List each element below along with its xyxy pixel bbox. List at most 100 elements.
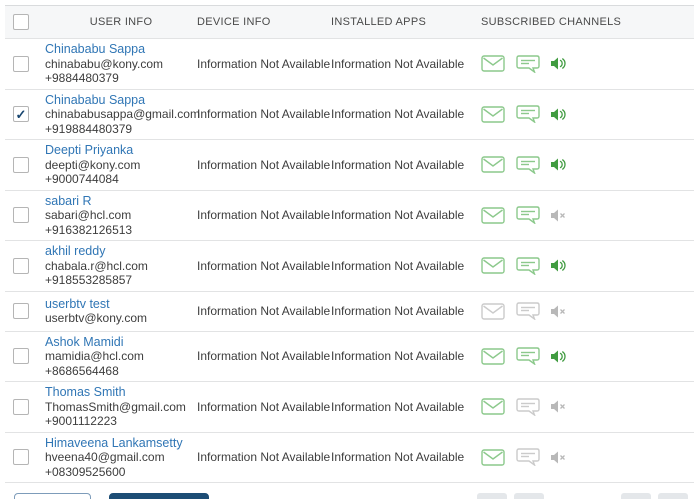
user-phone: +9884480379 (45, 71, 119, 85)
email-channel-icon (481, 55, 505, 72)
pagination: « ‹ 1 - 9 of 9 › » (476, 493, 688, 499)
select-all-checkbox[interactable] (13, 14, 29, 30)
user-email: mamidia@hcl.com (45, 349, 144, 363)
user-name-link[interactable]: akhil reddy (45, 244, 106, 258)
installed-apps-cell: Information Not Available (331, 56, 465, 71)
column-header-installed-apps: INSTALLED APPS (331, 16, 427, 28)
user-name-link[interactable]: Deepti Priyanka (45, 143, 134, 157)
installed-apps-cell: Information Not Available (331, 304, 465, 318)
sms-channel-icon (516, 257, 540, 275)
user-email: sabari@hcl.com (45, 208, 132, 222)
user-phone: +08309525600 (45, 464, 126, 479)
email-channel-icon (481, 449, 505, 466)
installed-apps-cell: Information Not Available (331, 208, 465, 223)
sms-channel-icon (516, 302, 540, 320)
installed-apps-cell: Information Not Available (331, 399, 465, 414)
user-name-link[interactable]: Chinababu Sappa (45, 92, 146, 107)
user-email: ThomasSmith@gmail.com (45, 399, 186, 414)
user-phone: +9001112223 (45, 414, 117, 428)
pagination-first-button[interactable]: « (476, 493, 507, 499)
email-channel-icon (481, 348, 505, 365)
table-row: akhil reddy chabala.r@hcl.com +918553285… (5, 241, 694, 292)
pagination-next-button[interactable]: › (621, 493, 651, 499)
push-notification-icon (551, 451, 566, 464)
table-body: Chinababu Sappa chinababu@kony.com +9884… (5, 38, 694, 483)
row-checkbox[interactable] (13, 106, 29, 123)
device-info-cell: Information Not Available (197, 399, 331, 414)
user-name-link[interactable]: Thomas Smith (45, 385, 126, 399)
push-notification-icon (551, 108, 566, 121)
push-notification-icon (551, 259, 566, 272)
device-info-cell: Information Not Available (197, 107, 331, 122)
table-header: USER INFO DEVICE INFO INSTALLED APPS SUB… (5, 5, 694, 38)
sms-channel-icon (516, 347, 540, 366)
sms-channel-icon (516, 398, 540, 416)
email-channel-icon (481, 398, 505, 415)
sms-channel-icon (516, 55, 540, 73)
users-table: USER INFO DEVICE INFO INSTALLED APPS SUB… (5, 5, 694, 483)
row-checkbox[interactable] (13, 156, 29, 173)
table-row: Thomas Smith ThomasSmith@gmail.com +9001… (5, 382, 694, 433)
user-phone: +8686564468 (45, 363, 119, 378)
push-notification-icon (551, 209, 566, 222)
table-row: sabari R sabari@hcl.com +916382126513 In… (5, 191, 694, 241)
device-info-cell: Information Not Available (197, 157, 331, 172)
row-checkbox[interactable] (13, 257, 29, 274)
sms-channel-icon (516, 448, 540, 467)
table-row: userbtv test userbtv@kony.com Informatio… (5, 292, 694, 332)
installed-apps-cell: Information Not Available (331, 258, 465, 273)
delete-button[interactable]: DELETE (14, 493, 92, 499)
sms-channel-icon (516, 156, 540, 174)
installed-apps-cell: Information Not Available (331, 107, 465, 122)
row-checkbox[interactable] (13, 207, 29, 224)
email-channel-icon (481, 156, 505, 173)
pagination-prev-button[interactable]: ‹ (513, 493, 544, 499)
device-info-cell: Information Not Available (197, 208, 331, 223)
pagination-last-button[interactable]: » (658, 493, 688, 499)
user-email: chinababusappa@gmail.com (45, 107, 200, 121)
row-checkbox[interactable] (13, 348, 29, 365)
user-phone: +9000744084 (45, 172, 119, 186)
user-name-link[interactable]: sabari R (45, 193, 92, 208)
user-name-link[interactable]: Himaveena Lankamsetty (45, 435, 183, 450)
user-email: hveena40@gmail.com (45, 450, 165, 464)
push-notification-icon (551, 305, 566, 318)
table-row: Deepti Priyanka deepti@kony.com +9000744… (5, 140, 694, 191)
user-email: chabala.r@hcl.com (45, 258, 148, 273)
inactivate-button[interactable]: INACTIVATE (109, 493, 210, 499)
push-notification-icon (551, 158, 566, 171)
email-channel-icon (481, 257, 505, 274)
row-checkbox[interactable] (13, 449, 29, 466)
device-info-cell: Information Not Available (197, 349, 331, 364)
device-info-cell: Information Not Available (197, 258, 331, 273)
column-header-device-info: DEVICE INFO (197, 16, 271, 28)
user-name-link[interactable]: Ashok Mamidi (45, 334, 124, 349)
device-info-cell: Information Not Available (197, 56, 331, 71)
row-checkbox[interactable] (13, 398, 29, 415)
column-header-user-info: USER INFO (89, 16, 153, 28)
row-checkbox[interactable] (13, 303, 29, 319)
footer-bar: DELETE INACTIVATE « ‹ 1 - 9 of 9 › » (14, 493, 688, 499)
device-info-cell: Information Not Available (197, 450, 331, 465)
push-notification-icon (551, 350, 566, 363)
device-info-cell: Information Not Available (197, 304, 331, 318)
table-row: Himaveena Lankamsetty hveena40@gmail.com… (5, 433, 694, 483)
table-row: Chinababu Sappa chinababusappa@gmail.com… (5, 90, 694, 140)
installed-apps-cell: Information Not Available (331, 349, 465, 364)
email-channel-icon (481, 207, 505, 224)
user-email: deepti@kony.com (45, 157, 141, 172)
table-row: Ashok Mamidi mamidia@hcl.com +8686564468… (5, 332, 694, 382)
row-checkbox[interactable] (13, 55, 29, 72)
push-notification-icon (551, 57, 566, 70)
email-channel-icon (481, 302, 505, 320)
sms-channel-icon (516, 105, 540, 124)
email-channel-icon (481, 106, 505, 123)
user-email: userbtv@kony.com (45, 311, 147, 325)
user-email: chinababu@kony.com (45, 56, 164, 71)
column-header-subscribed-channels: SUBSCRIBED CHANNELS (481, 16, 622, 28)
user-phone: +918553285857 (45, 273, 133, 287)
user-phone: +919884480379 (45, 121, 133, 136)
user-name-link[interactable]: userbtv test (45, 296, 110, 311)
user-name-link[interactable]: Chinababu Sappa (45, 42, 146, 56)
